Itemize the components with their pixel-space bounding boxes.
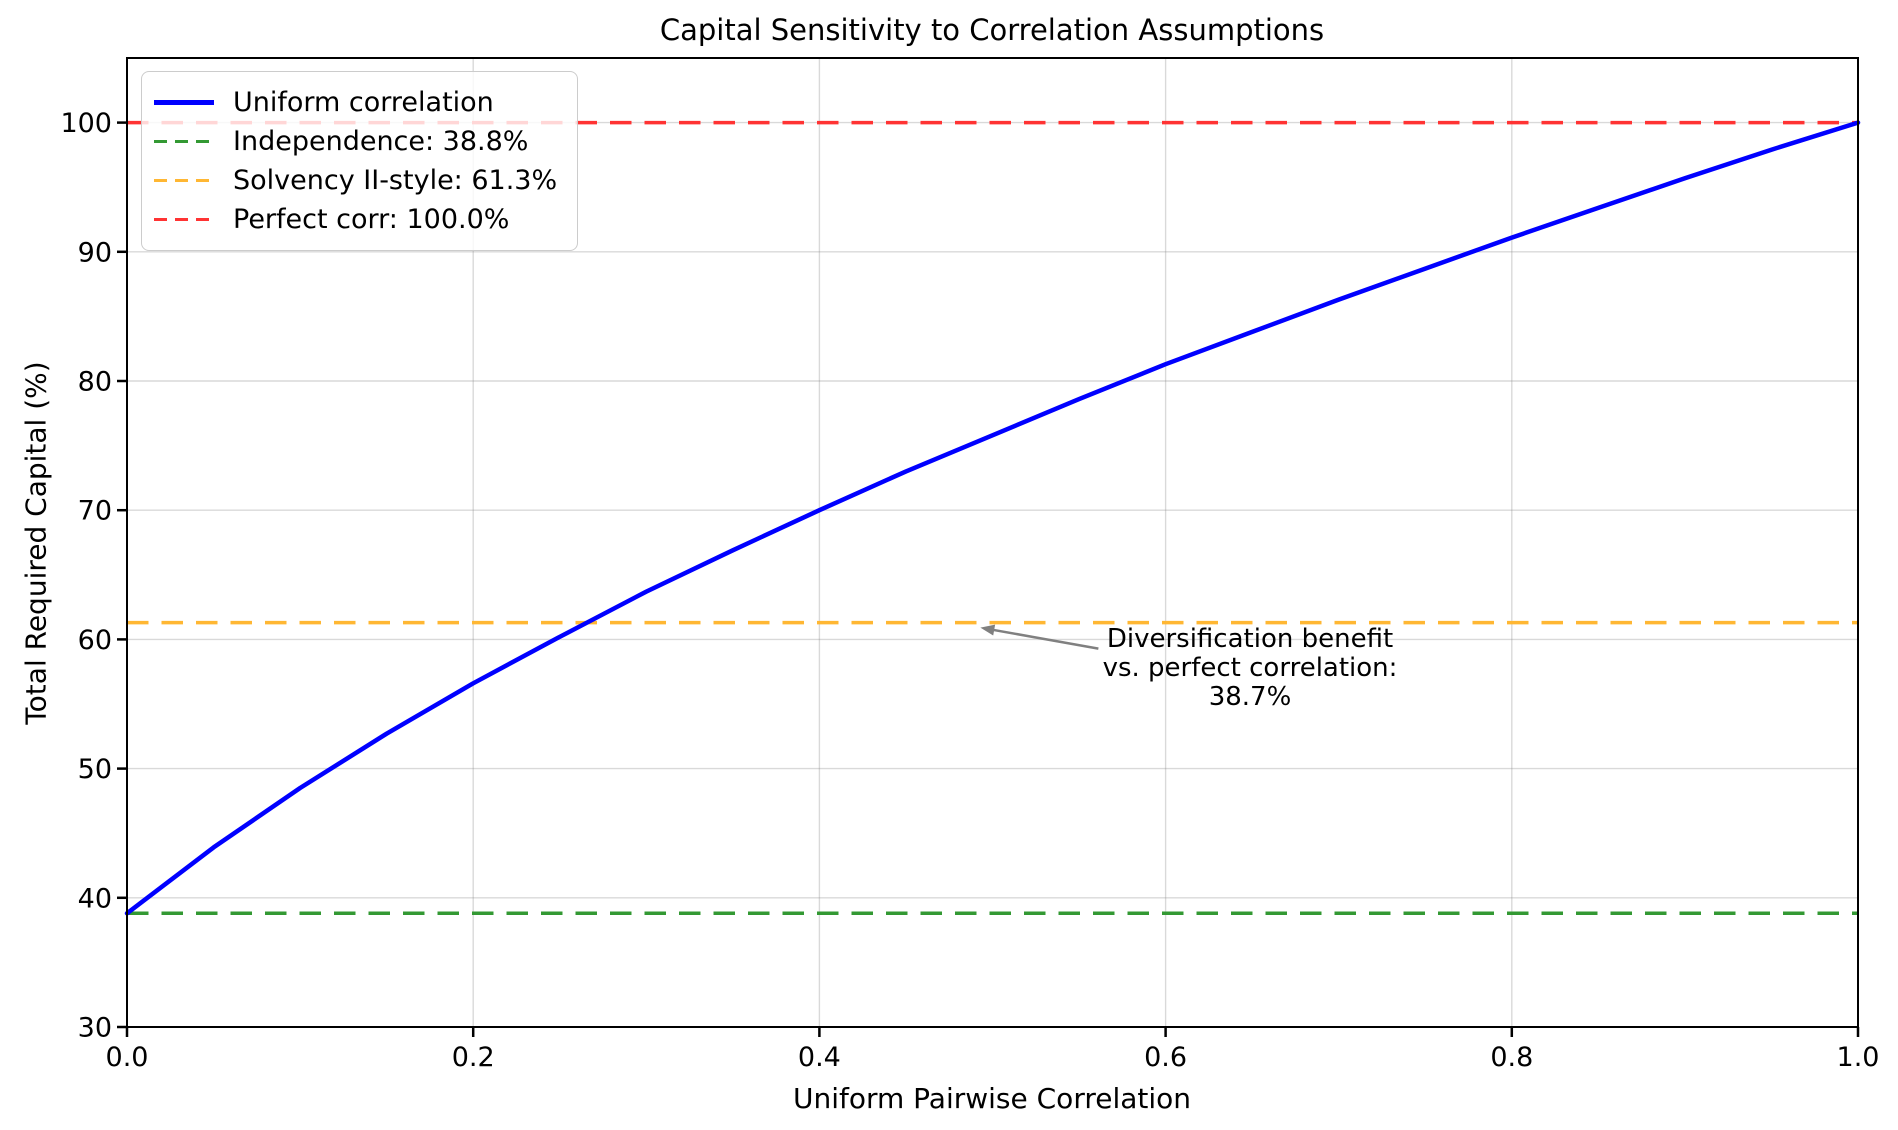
y-tick-label: 50 [78,754,112,785]
y-tick-label: 90 [78,237,112,268]
legend-line-swatch [154,217,214,222]
y-tick-label: 30 [78,1013,112,1044]
legend-item: Uniform correlation [154,83,557,122]
legend-line-swatch [154,178,214,183]
x-axis-label: Uniform Pairwise Correlation [792,1082,1192,1115]
series-line [124,120,1861,916]
legend-label: Uniform correlation [233,87,494,118]
axes-spines [126,57,1859,1028]
legend-label: Perfect corr: 100.0% [233,204,510,235]
annotation-line: 38.7% [1208,682,1292,712]
x-tick-label: 0.0 [106,1042,149,1073]
x-tick-label: 0.8 [1490,1042,1533,1073]
annotation-line: vs. perfect correlation: [1102,653,1398,683]
y-tick-label: 70 [78,496,112,527]
y-tick-label: 100 [60,108,112,139]
legend-label: Independence: 38.8% [233,126,529,157]
y-tick-label: 60 [78,625,112,656]
legend-item: Independence: 38.8% [154,122,557,161]
annotation-arrow-head [980,624,996,636]
chart-title: Capital Sensitivity to Correlation Assum… [659,13,1325,47]
x-tick-label: 0.4 [798,1042,841,1073]
annotation-line: Diversification benefit [1106,624,1394,654]
y-tick-label: 40 [78,883,112,914]
legend-item: Solvency II-style: 61.3% [154,161,557,200]
legend: Uniform correlation Independence: 38.8% … [141,71,579,251]
y-tick-label: 80 [78,367,112,398]
x-tick-label: 1.0 [1837,1042,1880,1073]
y-axis-label: Total Required Capital (%) [19,361,53,725]
x-tick-label: 0.6 [1144,1042,1187,1073]
legend-line-swatch [154,139,214,144]
annotation-arrow-line [989,627,1099,650]
legend-line-swatch [154,100,214,105]
legend-label: Solvency II-style: 61.3% [233,165,558,196]
legend-item: Perfect corr: 100.0% [154,200,557,239]
annotation-text: Diversification benefit vs. perfect corr… [1103,625,1398,712]
x-tick-label: 0.2 [452,1042,495,1073]
